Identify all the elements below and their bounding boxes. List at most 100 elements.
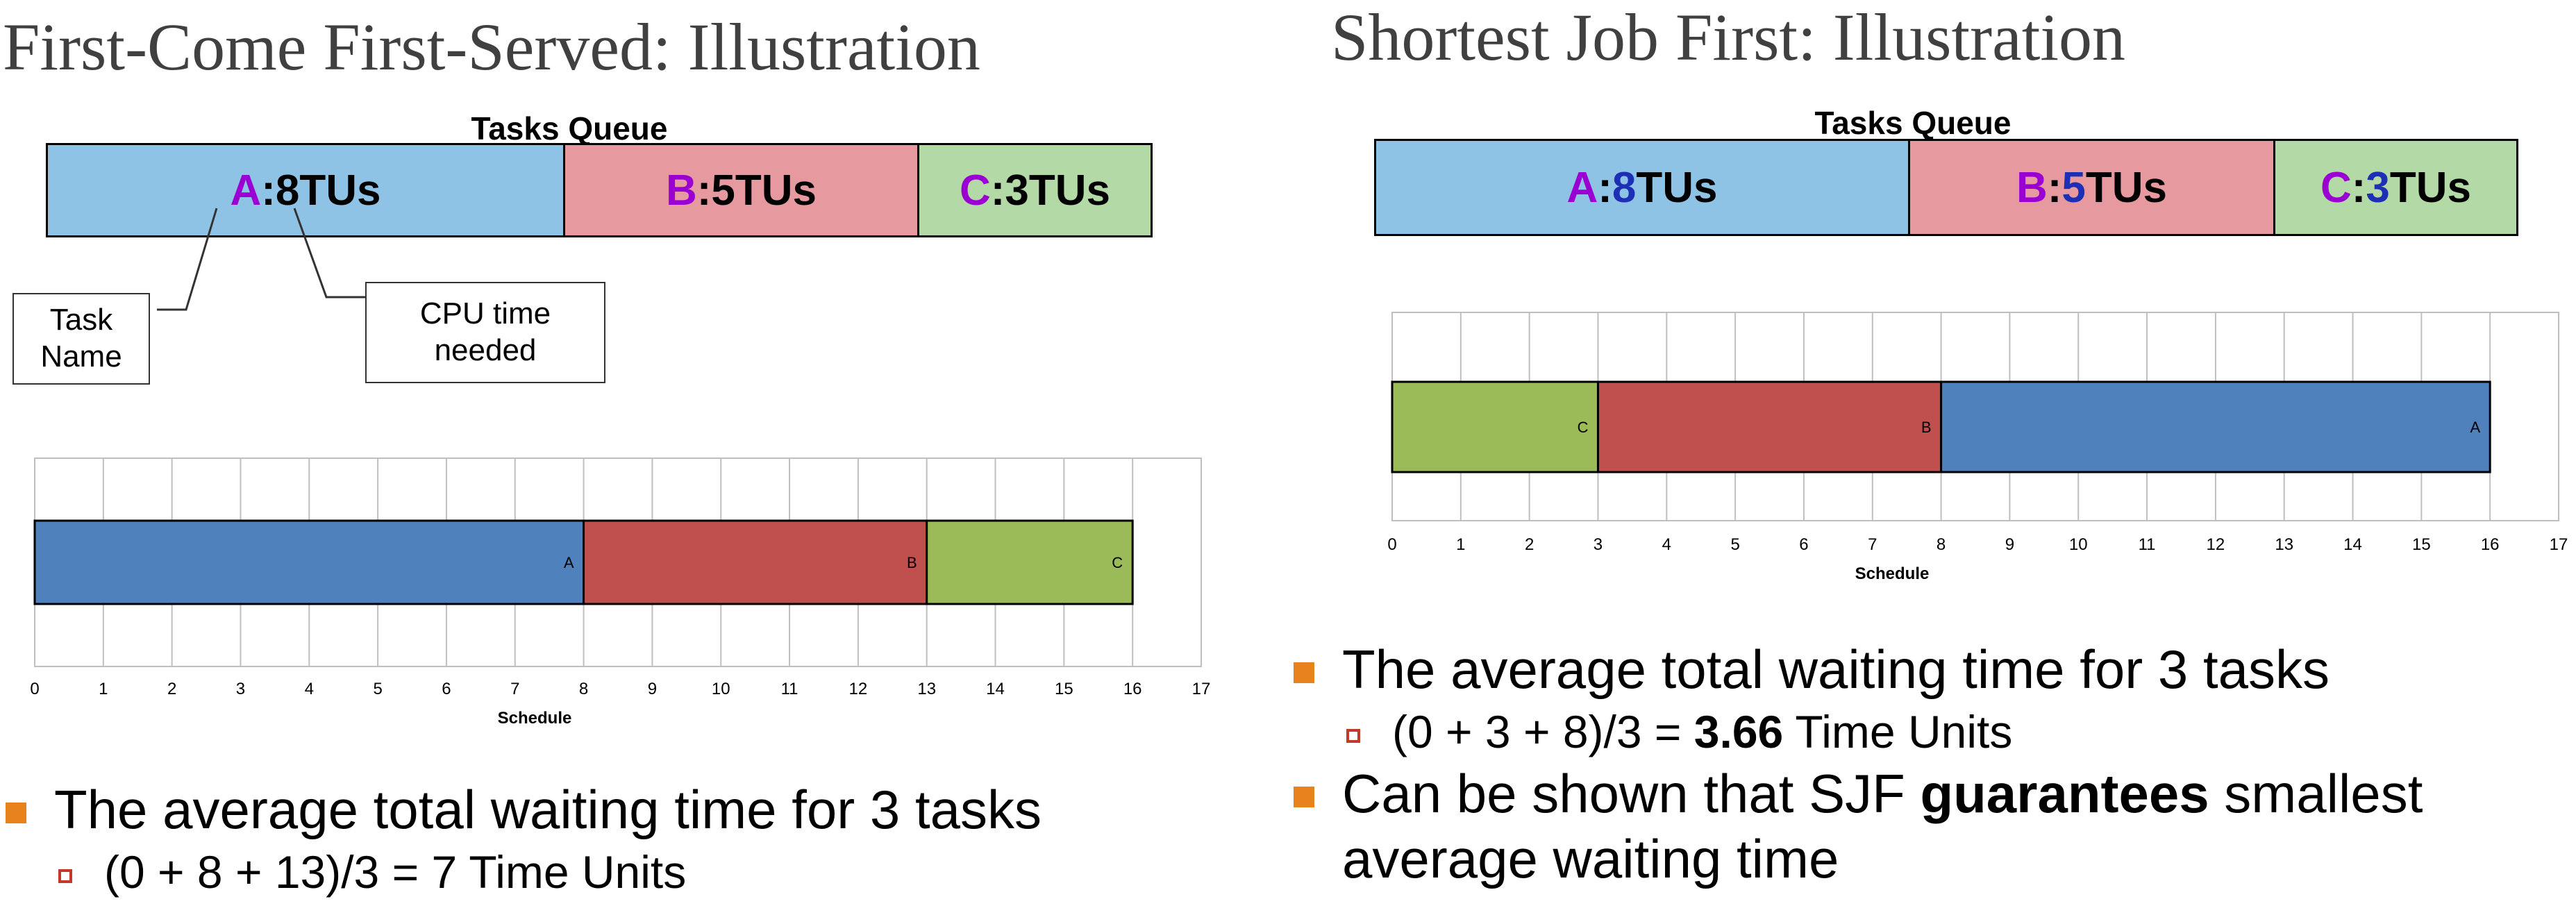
task-name: A — [230, 166, 262, 215]
cpu-time-callout: CPU time needed — [365, 282, 605, 383]
bullet-text: Can be shown that SJF — [1342, 763, 1921, 825]
x-tick-label: 15 — [1055, 680, 1073, 698]
sjf-queue-cell-c: C: 3 TUs — [2273, 141, 2516, 234]
task-name: A — [1566, 163, 1598, 212]
x-tick-label: 14 — [2343, 535, 2362, 554]
separator: : — [1598, 163, 1612, 212]
x-tick-label: 6 — [1799, 535, 1808, 554]
x-tick-label: 5 — [1730, 535, 1739, 554]
fcfs-bullet-main: The average total waiting time for 3 tas… — [0, 778, 1042, 843]
x-tick-label: 12 — [849, 680, 868, 698]
separator: : — [261, 166, 276, 215]
separator: : — [2351, 163, 2366, 212]
callout-line: needed — [434, 333, 537, 367]
x-tick-label: 0 — [30, 680, 39, 698]
x-tick-label: 4 — [1662, 535, 1671, 554]
bar-label-c: C — [1578, 419, 1589, 436]
sjf-bullet-main-1: The average total waiting time for 3 tas… — [1288, 637, 2557, 703]
schedule-bar-c — [1391, 380, 1599, 473]
separator: : — [696, 166, 712, 215]
fcfs-bullets: The average total waiting time for 3 tas… — [0, 778, 1042, 902]
x-tick-label: 9 — [648, 680, 657, 698]
task-name: B — [2016, 163, 2048, 212]
task-unit: TUs — [299, 166, 381, 215]
x-tick-label: 16 — [1123, 680, 1142, 698]
x-axis-label: Schedule — [1855, 564, 1930, 583]
task-name-callout: Task Name — [12, 293, 150, 385]
bar-label-b: B — [907, 554, 917, 571]
x-tick-label: 5 — [373, 680, 382, 698]
x-tick-label: 9 — [2005, 535, 2014, 554]
task-name: B — [665, 166, 697, 215]
sjf-queue-cell-a: A: 8 TUs — [1376, 141, 1908, 234]
x-tick-label: 13 — [2275, 535, 2293, 554]
callout-line: CPU time — [419, 296, 551, 331]
callout-line: Task — [49, 303, 113, 337]
x-tick-label: 15 — [2412, 535, 2431, 554]
schedule-bar-b — [583, 519, 928, 605]
sjf-bullets: The average total waiting time for 3 tas… — [1288, 637, 2557, 892]
fcfs-queue-cell-a: A: 8 TUs — [48, 145, 563, 235]
x-tick-label: 3 — [236, 680, 245, 698]
task-name: C — [959, 166, 991, 215]
schedule-bar-a — [1940, 380, 2491, 473]
sjf-bullet-sub-1: (0 + 3 + 8)/3 = 3.66 Time Units — [1288, 703, 2557, 762]
x-tick-label: 4 — [305, 680, 314, 698]
formula-unit: Time Units — [1783, 705, 2013, 757]
x-tick-label: 3 — [1594, 535, 1603, 554]
x-tick-label: 6 — [442, 680, 451, 698]
schedule-bar-c — [926, 519, 1134, 605]
x-tick-label: 7 — [510, 680, 519, 698]
bullet-emphasis: guarantees — [1920, 763, 2209, 825]
x-tick-label: 7 — [1868, 535, 1877, 554]
x-tick-label: 8 — [1937, 535, 1946, 554]
fcfs-panel: First-Come First-Served: Illustration Ta… — [0, 10, 1211, 902]
x-tick-label: 10 — [712, 680, 730, 698]
fcfs-queue-label: Tasks Queue — [471, 110, 668, 146]
schedule-bar-a — [33, 519, 585, 605]
sjf-bullet-main-2: Can be shown that SJF guarantees smalles… — [1288, 762, 2557, 891]
x-tick-label: 0 — [1387, 535, 1396, 554]
sjf-title: Shortest Job First: Illustration — [1331, 0, 2126, 74]
sjf-tasks-queue: A: 8 TUs B: 5 TUs C: 3 TUs — [1374, 139, 2518, 236]
callout-line: Name — [40, 339, 122, 373]
bar-label-a: A — [2470, 419, 2480, 436]
formula-result: 3.66 — [1693, 705, 1784, 757]
separator: : — [2047, 163, 2062, 212]
task-name: C — [2320, 163, 2352, 212]
sjf-panel: Shortest Job First: Illustration Tasks Q… — [1288, 0, 2576, 915]
task-time: 3 — [1005, 166, 1029, 215]
sjf-queue-cell-b: B: 5 TUs — [1908, 141, 2273, 234]
task-name-connector — [157, 208, 218, 311]
x-tick-label: 17 — [1192, 680, 1211, 698]
x-tick-label: 1 — [1456, 535, 1465, 554]
x-tick-label: 11 — [781, 680, 798, 698]
x-tick-label: 16 — [2481, 535, 2500, 554]
task-unit: TUs — [2389, 163, 2472, 212]
task-unit: TUs — [1028, 166, 1111, 215]
task-unit: TUs — [735, 166, 817, 215]
cpu-time-connector — [293, 208, 367, 299]
sjf-queue-label: Tasks Queue — [1814, 105, 2012, 141]
bar-label-a: A — [564, 554, 574, 571]
x-tick-label: 12 — [2207, 535, 2225, 554]
task-unit: TUs — [1636, 163, 1718, 212]
bar-label-c: C — [1112, 554, 1123, 571]
x-axis-label: Schedule — [498, 709, 572, 728]
fcfs-title: First-Come First-Served: Illustration — [3, 10, 980, 84]
x-tick-label: 11 — [2139, 535, 2156, 554]
fcfs-queue-cell-b: B: 5 TUs — [563, 145, 917, 235]
task-time: 8 — [275, 166, 300, 215]
schedule-bar-b — [1596, 380, 1943, 473]
bullet-text: smallest average waiting time — [1342, 763, 2423, 889]
task-unit: TUs — [2085, 163, 2168, 212]
bar-label-b: B — [1921, 419, 1932, 436]
task-time: 3 — [2366, 163, 2390, 212]
formula-text: (0 + 3 + 8)/3 = — [1392, 705, 1694, 757]
x-tick-label: 2 — [1525, 535, 1534, 554]
x-tick-label: 14 — [986, 680, 1005, 698]
fcfs-tasks-queue: A: 8 TUs B: 5 TUs C: 3 TUs — [46, 143, 1153, 237]
task-time: 5 — [711, 166, 735, 215]
